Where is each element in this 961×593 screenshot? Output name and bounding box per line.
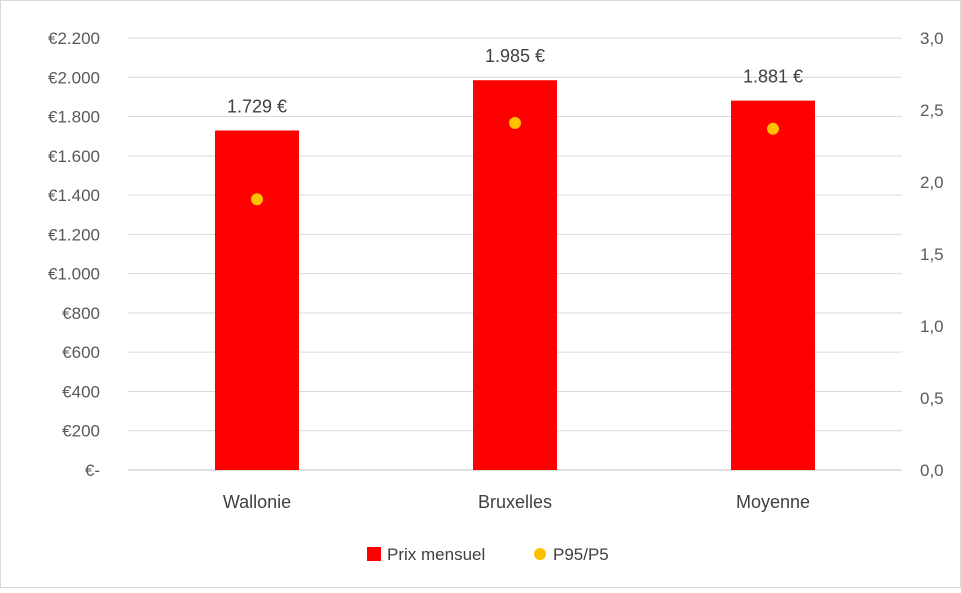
bar (473, 80, 557, 470)
right-axis-tick-label: 1,0 (920, 317, 944, 336)
bar-data-label: 1.985 € (485, 46, 545, 66)
left-axis: €- €200 €400 €600 €800 €1.000 €1.200 €1.400 €1.6… (48, 29, 100, 480)
legend-label-point: P95/P5 (553, 545, 609, 564)
scatter-point (251, 193, 263, 206)
x-axis-category-label: Wallonie (223, 492, 291, 512)
left-axis-tick-label: €1.000 (48, 265, 100, 284)
right-axis-tick-label: 3,0 (920, 29, 944, 48)
legend-label-bar: Prix mensuel (387, 545, 485, 564)
right-axis-tick-label: 2,0 (920, 173, 944, 192)
scatter-point (509, 116, 521, 129)
left-axis-tick-label: €800 (62, 304, 100, 323)
x-axis-category-label: Moyenne (736, 492, 810, 512)
right-axis: 0,0 0,5 1,0 1,5 2,0 2,5 3,0 (920, 29, 944, 480)
right-axis-tick-label: 0,0 (920, 461, 944, 480)
scatter-series (251, 116, 779, 206)
legend-swatch-bar (367, 547, 381, 561)
left-axis-tick-label: €1.400 (48, 186, 100, 205)
x-axis: Wallonie Bruxelles Moyenne (223, 492, 810, 512)
left-axis-tick-label: €400 (62, 382, 100, 401)
legend: Prix mensuel P95/P5 (367, 545, 609, 564)
right-axis-tick-label: 0,5 (920, 389, 944, 408)
right-axis-tick-label: 2,5 (920, 101, 944, 120)
bar-series: 1.729 € 1.985 € 1.881 € (215, 46, 815, 470)
bar (215, 130, 299, 470)
bar-data-label: 1.881 € (743, 67, 803, 87)
left-axis-tick-label: €- (85, 461, 100, 480)
left-axis-tick-label: €1.600 (48, 147, 100, 166)
left-axis-tick-label: €600 (62, 343, 100, 362)
left-axis-tick-label: €1.800 (48, 108, 100, 127)
x-axis-category-label: Bruxelles (478, 492, 552, 512)
legend-swatch-point (534, 548, 546, 560)
right-axis-tick-label: 1,5 (920, 245, 944, 264)
bar-data-label: 1.729 € (227, 96, 287, 116)
left-axis-tick-label: €1.200 (48, 225, 100, 244)
left-axis-tick-label: €2.200 (48, 29, 100, 48)
left-axis-tick-label: €200 (62, 422, 100, 441)
scatter-point (767, 122, 779, 135)
left-axis-tick-label: €2.000 (48, 68, 100, 87)
bar (731, 100, 815, 470)
